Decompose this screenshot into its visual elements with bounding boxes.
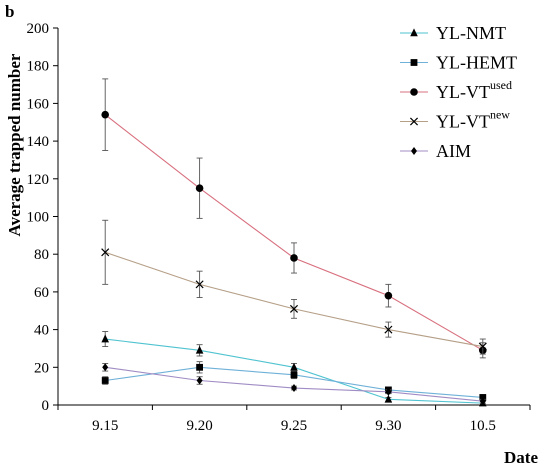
data-point: [291, 384, 297, 393]
series-diamond: [102, 363, 486, 406]
legend-marker: [411, 147, 417, 155]
x-tick-label: 9.30: [375, 418, 401, 434]
data-point: [289, 304, 299, 313]
data-point: [196, 376, 203, 385]
legend-label: YL-VTnew: [436, 108, 510, 132]
legend-marker: [410, 59, 418, 66]
data-point: [102, 363, 109, 372]
data-point: [384, 325, 393, 334]
y-tick-label: 40: [34, 323, 49, 339]
data-point: [195, 280, 204, 289]
x-tick-label: 9.20: [186, 418, 212, 434]
y-tick-label: 100: [27, 210, 50, 226]
y-tick-label: 160: [27, 96, 50, 112]
y-tick-label: 60: [34, 285, 49, 301]
panel-label: b: [5, 2, 14, 21]
legend-label: AIM: [436, 141, 471, 161]
y-tick-label: 180: [27, 59, 50, 75]
legend-label: YL-HEMT: [436, 53, 517, 73]
series-layer: [101, 78, 487, 407]
legend-label: YL-NMT: [436, 23, 506, 43]
data-point: [101, 248, 110, 257]
data-point: [290, 362, 298, 371]
y-tick-label: 120: [27, 172, 50, 188]
data-point: [384, 291, 393, 300]
legend-superscript: new: [490, 108, 510, 122]
axes: 0 20 40 60 80 100 120 140 160 180 200 9.15 9.20 9.25 9…: [27, 21, 531, 434]
legend-marker: [409, 117, 419, 126]
legend-marker: [410, 28, 418, 37]
data-point: [479, 397, 486, 406]
y-axis-title: Average trapped number: [5, 53, 24, 236]
series-circle: [101, 78, 487, 359]
data-point: [101, 334, 109, 343]
data-point: [385, 387, 392, 396]
x-tick-label: 9.25: [281, 418, 307, 434]
y-tick-label: 20: [34, 360, 49, 376]
legend-item: YL-VTnew: [400, 108, 510, 132]
y-tick-label: 140: [27, 134, 50, 150]
legend-item: YL-VTused: [400, 78, 512, 102]
series-triangle: [101, 331, 487, 407]
y-tick-label: 80: [34, 247, 49, 263]
x-axis-title: Date: [504, 448, 538, 467]
data-point: [101, 110, 109, 119]
data-point: [478, 342, 487, 351]
legend-item: AIM: [400, 141, 471, 161]
legend-item: YL-HEMT: [400, 53, 517, 73]
series-x: [101, 219, 487, 355]
data-point: [101, 377, 109, 384]
data-point: [290, 371, 298, 379]
data-point: [196, 363, 203, 371]
legend-label: YL-VTused: [436, 78, 512, 102]
y-tick-label: 0: [42, 398, 50, 414]
legend-superscript: used: [490, 78, 512, 92]
legend-marker: [410, 88, 418, 96]
x-tick-label: 10.5: [470, 418, 496, 434]
legend-item: YL-NMT: [400, 23, 506, 43]
data-point: [195, 345, 204, 354]
y-tick-label: 200: [27, 21, 50, 37]
x-tick-label: 9.15: [92, 418, 118, 434]
data-point: [384, 394, 393, 403]
legend: YL-NMT YL-HEMT YL-VTused YL-VTnew AIM: [400, 23, 517, 161]
data-point: [195, 184, 204, 193]
data-point: [290, 254, 298, 262]
